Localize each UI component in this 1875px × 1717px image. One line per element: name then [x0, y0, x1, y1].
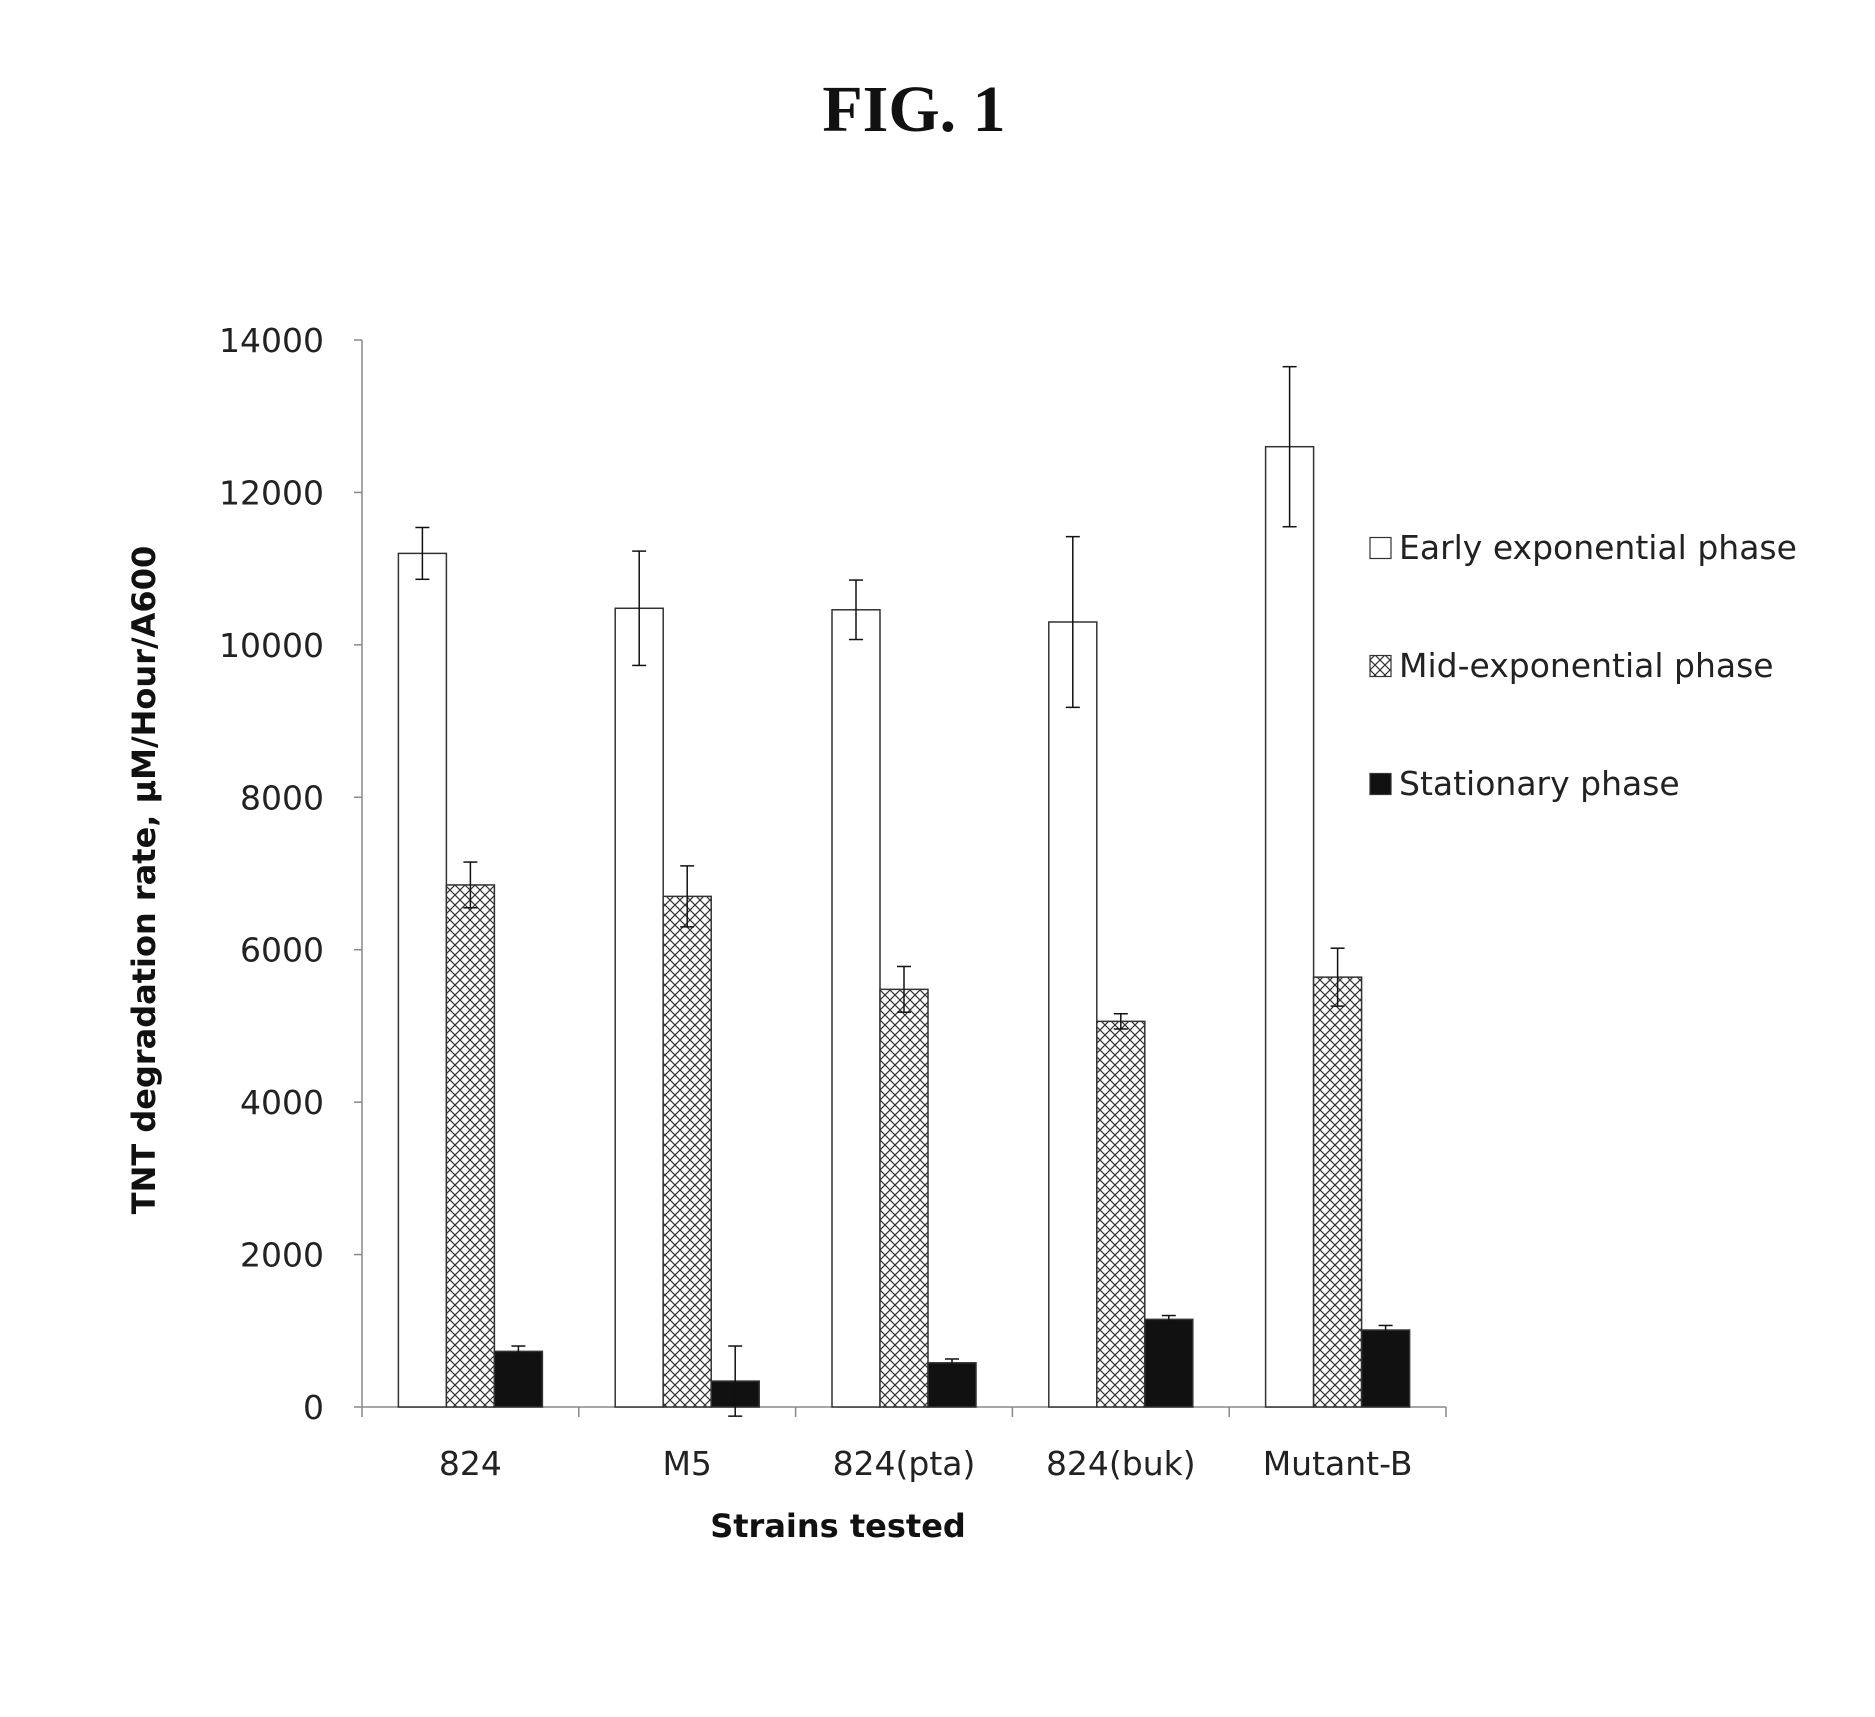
- x-tick-label: Mutant-B: [1263, 1444, 1413, 1483]
- legend-label: Stationary phase: [1399, 764, 1680, 803]
- bar: [615, 608, 663, 1407]
- y-tick-label: 0: [303, 1388, 324, 1427]
- y-tick-label: 4000: [240, 1083, 324, 1122]
- bar: [1314, 977, 1362, 1407]
- bar: [398, 553, 446, 1407]
- bar: [928, 1363, 976, 1407]
- x-axis-title: Strains tested: [710, 1507, 966, 1545]
- bar: [446, 885, 494, 1407]
- legend-swatch: [1370, 774, 1391, 795]
- y-tick-label: 12000: [219, 473, 324, 512]
- legend-swatch: [1370, 656, 1391, 677]
- bar: [1266, 447, 1314, 1407]
- bar: [1097, 1021, 1145, 1407]
- y-tick-label: 10000: [219, 626, 324, 665]
- bar: [1145, 1319, 1193, 1407]
- bar: [1362, 1330, 1410, 1407]
- x-axis: 824 M5 824(pta) 824(buk) Mutant-B: [362, 1407, 1446, 1483]
- legend: Early exponential phase Mid-exponential p…: [1370, 528, 1797, 803]
- x-tick-label: M5: [662, 1444, 711, 1483]
- bar: [832, 610, 880, 1407]
- bars-group: [398, 447, 1409, 1407]
- legend-swatch: [1370, 538, 1391, 559]
- x-tick-label: 824(pta): [833, 1444, 976, 1483]
- legend-label: Mid-exponential phase: [1399, 646, 1774, 685]
- legend-label: Early exponential phase: [1399, 528, 1797, 567]
- x-tick-label: 824: [439, 1444, 502, 1483]
- y-tick-label: 6000: [240, 931, 324, 970]
- bar: [880, 989, 928, 1407]
- y-tick-label: 8000: [240, 778, 324, 817]
- y-axis-title: TNT degradation rate, μM/Hour/A600: [125, 546, 163, 1214]
- y-tick-label: 2000: [240, 1236, 324, 1275]
- x-tick-label: 824(buk): [1046, 1444, 1196, 1483]
- y-axis: 0 2000 4000 6000 8000 10000 12000 14000: [219, 321, 362, 1427]
- y-tick-label: 14000: [219, 321, 324, 360]
- bar: [494, 1351, 542, 1407]
- bar: [1049, 622, 1097, 1407]
- bar: [663, 896, 711, 1407]
